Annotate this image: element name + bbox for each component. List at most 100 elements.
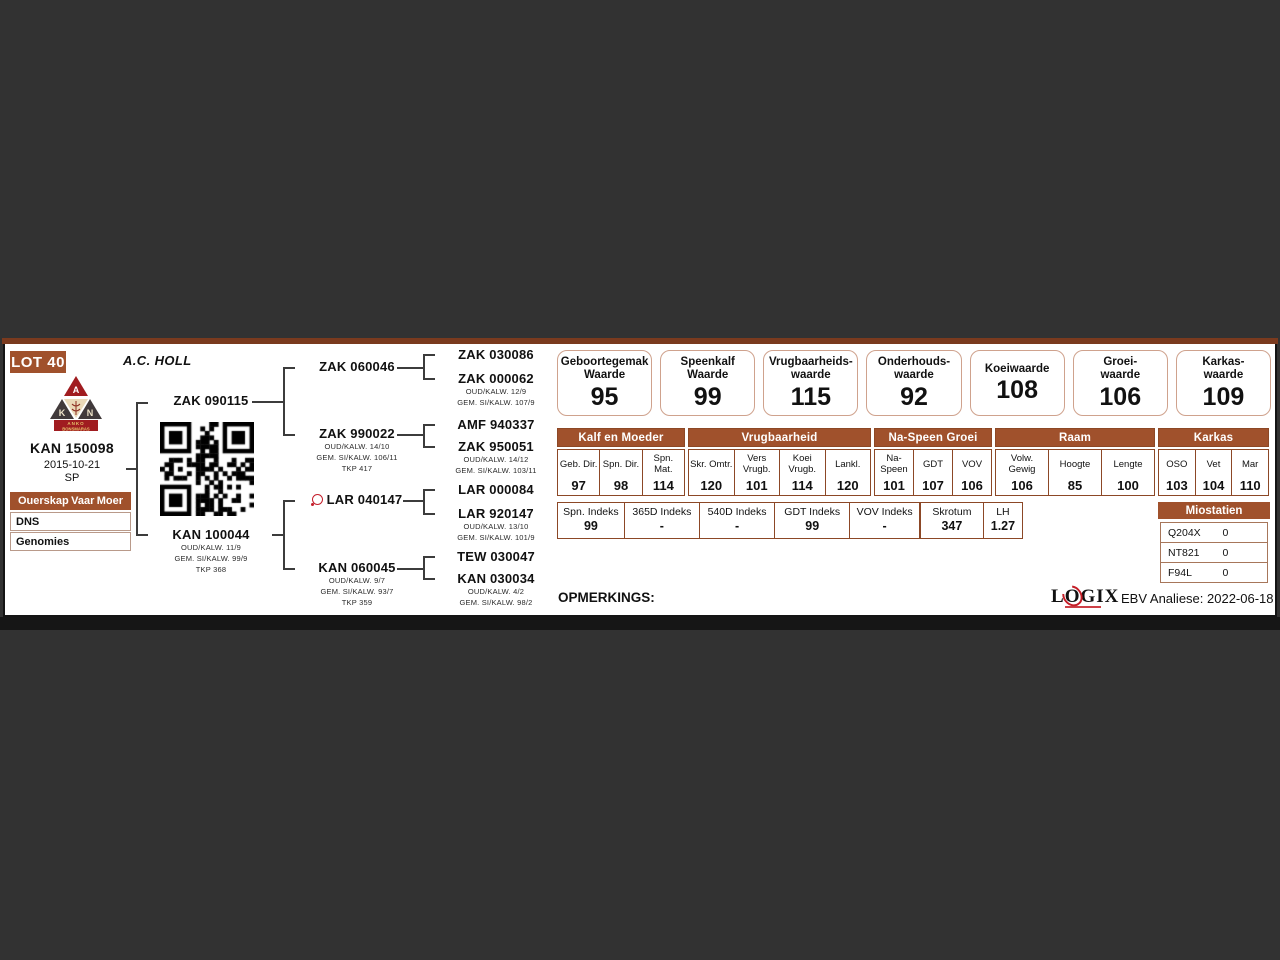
index-cell-value: - xyxy=(882,519,887,533)
pedigree-animal-id: KAN 100044 xyxy=(172,527,250,542)
ebv-cell-value: 110 xyxy=(1239,478,1261,493)
index-cell: VOV Indeks - xyxy=(850,503,920,538)
value-box-value: 108 xyxy=(996,376,1038,405)
pedigree-animal-id: ZAK 060046 xyxy=(319,359,395,374)
pedigree-animal-id: ZAK 030086 xyxy=(458,347,534,362)
pedigree-gen2-item: KAN 060045 OUD/KALW. 9/7 GEM. SI/KALW. 9… xyxy=(293,560,421,607)
value-box-value: 92 xyxy=(900,382,928,411)
ebv-cell-value: 106 xyxy=(1011,478,1033,493)
pedigree-line xyxy=(136,402,138,535)
ebv-cell-value: 98 xyxy=(613,478,629,493)
svg-text:ANKO: ANKO xyxy=(67,421,84,426)
pedigree-line xyxy=(423,513,435,515)
ebv-cell: Hoogte 85 xyxy=(1049,450,1102,495)
catalog-page: LOT 40 A.C. HOLL A K N ANKO BONSMARAS KA… xyxy=(3,344,1277,617)
value-box-title: Koeiwaarde xyxy=(984,362,1050,375)
pedigree-line xyxy=(423,354,425,380)
animal-id: KAN 150098 xyxy=(30,440,114,456)
miostatien-value: 0 xyxy=(1222,566,1229,579)
pedigree-line xyxy=(423,556,425,580)
ebv-cell-label: Spn. Mat. xyxy=(653,453,674,475)
ebv-cell-label: VOV xyxy=(961,458,983,470)
index-cell: Skrotum 347 xyxy=(919,503,984,538)
pedigree-animal-id: LAR 000084 xyxy=(458,482,534,497)
ebv-cell-value: 120 xyxy=(700,478,723,493)
value-box-onderhoud: Onderhouds- waarde 92 xyxy=(866,350,962,416)
pedigree-gen3-item: LAR 000084 xyxy=(437,482,555,497)
qr-code xyxy=(160,422,254,516)
pedigree-gen3-item: ZAK 950051 OUD/KALW. 14/12 GEM. SI/KALW.… xyxy=(437,439,555,476)
pedigree-detail: GEM. SI/KALW. 93/7 xyxy=(320,586,394,596)
ebv-group-kalf-en-moeder: Kalf en Moeder Geb. Dir. 97 Spn. Dir. 98… xyxy=(557,428,685,496)
ebv-group-header: Vrugbaarheid xyxy=(688,428,871,447)
ebv-cell-label: Volw. Gewig xyxy=(1008,453,1036,475)
ebv-cell-label: OSO xyxy=(1166,458,1188,470)
page-top-edge xyxy=(2,338,1278,344)
value-box-title: Groei- xyxy=(1103,355,1138,368)
ebv-cell: Vet 104 xyxy=(1196,450,1233,495)
miostatien-row: Q204X 0 xyxy=(1161,523,1267,543)
value-box-value: 115 xyxy=(790,382,832,411)
parentage-row-label: Genomies xyxy=(16,535,70,548)
pedigree-line xyxy=(397,568,423,570)
index-cell-value: 99 xyxy=(583,519,598,533)
ebv-cell-value: 103 xyxy=(1165,478,1188,493)
pedigree-detail: GEM. SI/KALW. 107/9 xyxy=(457,397,535,407)
value-box-title: Speenkalf xyxy=(680,355,735,368)
pedigree-animal-id: KAN 030034 xyxy=(457,571,535,586)
pedigree-gen3-item: AMF 940337 xyxy=(437,417,555,432)
pedigree-detail: OUD/KALW. 4/2 xyxy=(467,587,525,596)
pedigree-gen2-item: LAR 040147 xyxy=(293,492,421,507)
pedigree-line xyxy=(423,378,435,380)
pedigree-line xyxy=(283,434,295,436)
pedigree-animal-id: LAR 920147 xyxy=(458,506,534,521)
ebv-date-value: 2022-06-18 xyxy=(1207,591,1274,606)
pedigree-animal-id: LAR 040147 xyxy=(293,492,421,507)
svg-text:A: A xyxy=(73,385,80,395)
ebv-analysis-date: EBV Analiese: 2022-06-18 xyxy=(1121,591,1274,606)
svg-text:K: K xyxy=(59,408,66,418)
index-cell: 540D Indeks - xyxy=(700,503,776,538)
ebv-cell-label: Vet xyxy=(1206,458,1221,470)
index-cell-label: LH xyxy=(996,506,1010,518)
ebv-cell-label: Mar xyxy=(1241,458,1259,470)
ebv-cell-label: Spn. Dir. xyxy=(602,458,640,470)
index-cell-value: 99 xyxy=(805,519,820,533)
index-cell: Spn. Indeks 99 xyxy=(558,503,625,538)
value-box-title: waarde xyxy=(894,369,934,382)
miostatien-header: Miostatien xyxy=(1158,502,1270,519)
index-cell: 365D Indeks - xyxy=(625,503,700,538)
ebv-cell: Vers Vrugb. 101 xyxy=(735,450,780,495)
index-table: Spn. Indeks 99 365D Indeks - 540D Indeks… xyxy=(557,502,1023,539)
pedigree-animal-id: TEW 030047 xyxy=(457,549,535,564)
pedigree-detail: TKP 368 xyxy=(195,564,227,574)
pedigree-line xyxy=(252,401,283,403)
ebv-cell: Lankl. 120 xyxy=(826,450,871,495)
ebv-group-vrugbaarheid: Vrugbaarheid Skr. Omtr. 120 Vers Vrugb. … xyxy=(688,428,871,496)
pedigree-line xyxy=(403,500,423,502)
pedigree-line xyxy=(283,500,285,570)
value-box-title: Karkas- xyxy=(1202,355,1245,368)
pedigree-animal-id: ZAK 000062 xyxy=(458,371,534,386)
pedigree-detail: OUD/KALW. 13/10 xyxy=(463,522,529,531)
logix-tagline-decoration xyxy=(1065,606,1101,608)
value-box-title: Waarde xyxy=(584,369,626,382)
value-box-title: waarde xyxy=(1203,369,1244,382)
ebv-cell: Mar 110 xyxy=(1232,450,1268,495)
parentage-row-genomies: Genomies xyxy=(10,532,131,551)
pedigree-detail: OUD/KALW. 12/9 xyxy=(465,387,527,396)
ebv-table: Kalf en Moeder Geb. Dir. 97 Spn. Dir. 98… xyxy=(557,428,1271,496)
index-cell-label: 540D Indeks xyxy=(707,506,767,518)
parentage-row-label: DNS xyxy=(16,515,40,528)
pedigree-line xyxy=(423,578,435,580)
ebv-group-header: Kalf en Moeder xyxy=(557,428,685,447)
pedigree-animal-id: ZAK 950051 xyxy=(458,439,534,454)
value-box-koeiwaarde: Koeiwaarde 108 xyxy=(969,350,1065,416)
index-cell: LH 1.27 xyxy=(984,503,1022,538)
svg-text:N: N xyxy=(87,408,94,418)
pedigree-line xyxy=(126,468,137,470)
pedigree-line xyxy=(423,354,435,356)
pedigree-gen3-item: TEW 030047 xyxy=(437,549,555,564)
ebv-cell: Spn. Mat. 114 xyxy=(643,450,684,495)
ebv-cell-label: Skr. Omtr. xyxy=(690,458,733,470)
